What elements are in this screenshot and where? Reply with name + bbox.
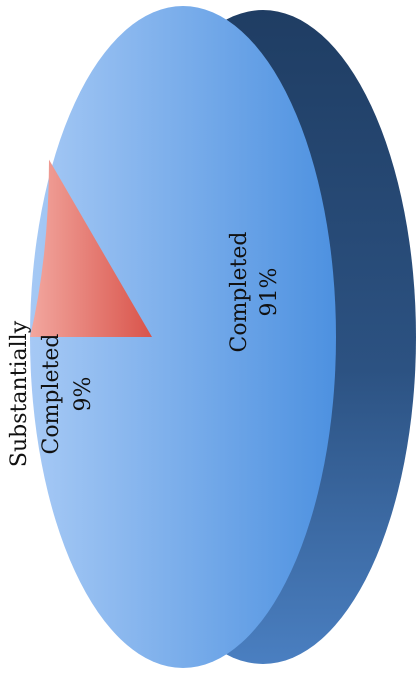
- completed-value: 91%: [257, 268, 282, 317]
- pie-slice-completed: [30, 6, 336, 668]
- substantially-completed-value: 9%: [71, 377, 96, 412]
- substantially-completed-label-line2: Completed: [39, 333, 64, 454]
- pie-slice-substantially-completed: [30, 159, 152, 337]
- completed-label: Completed: [227, 231, 252, 352]
- substantially-completed-label-line1: Substantially: [7, 320, 32, 467]
